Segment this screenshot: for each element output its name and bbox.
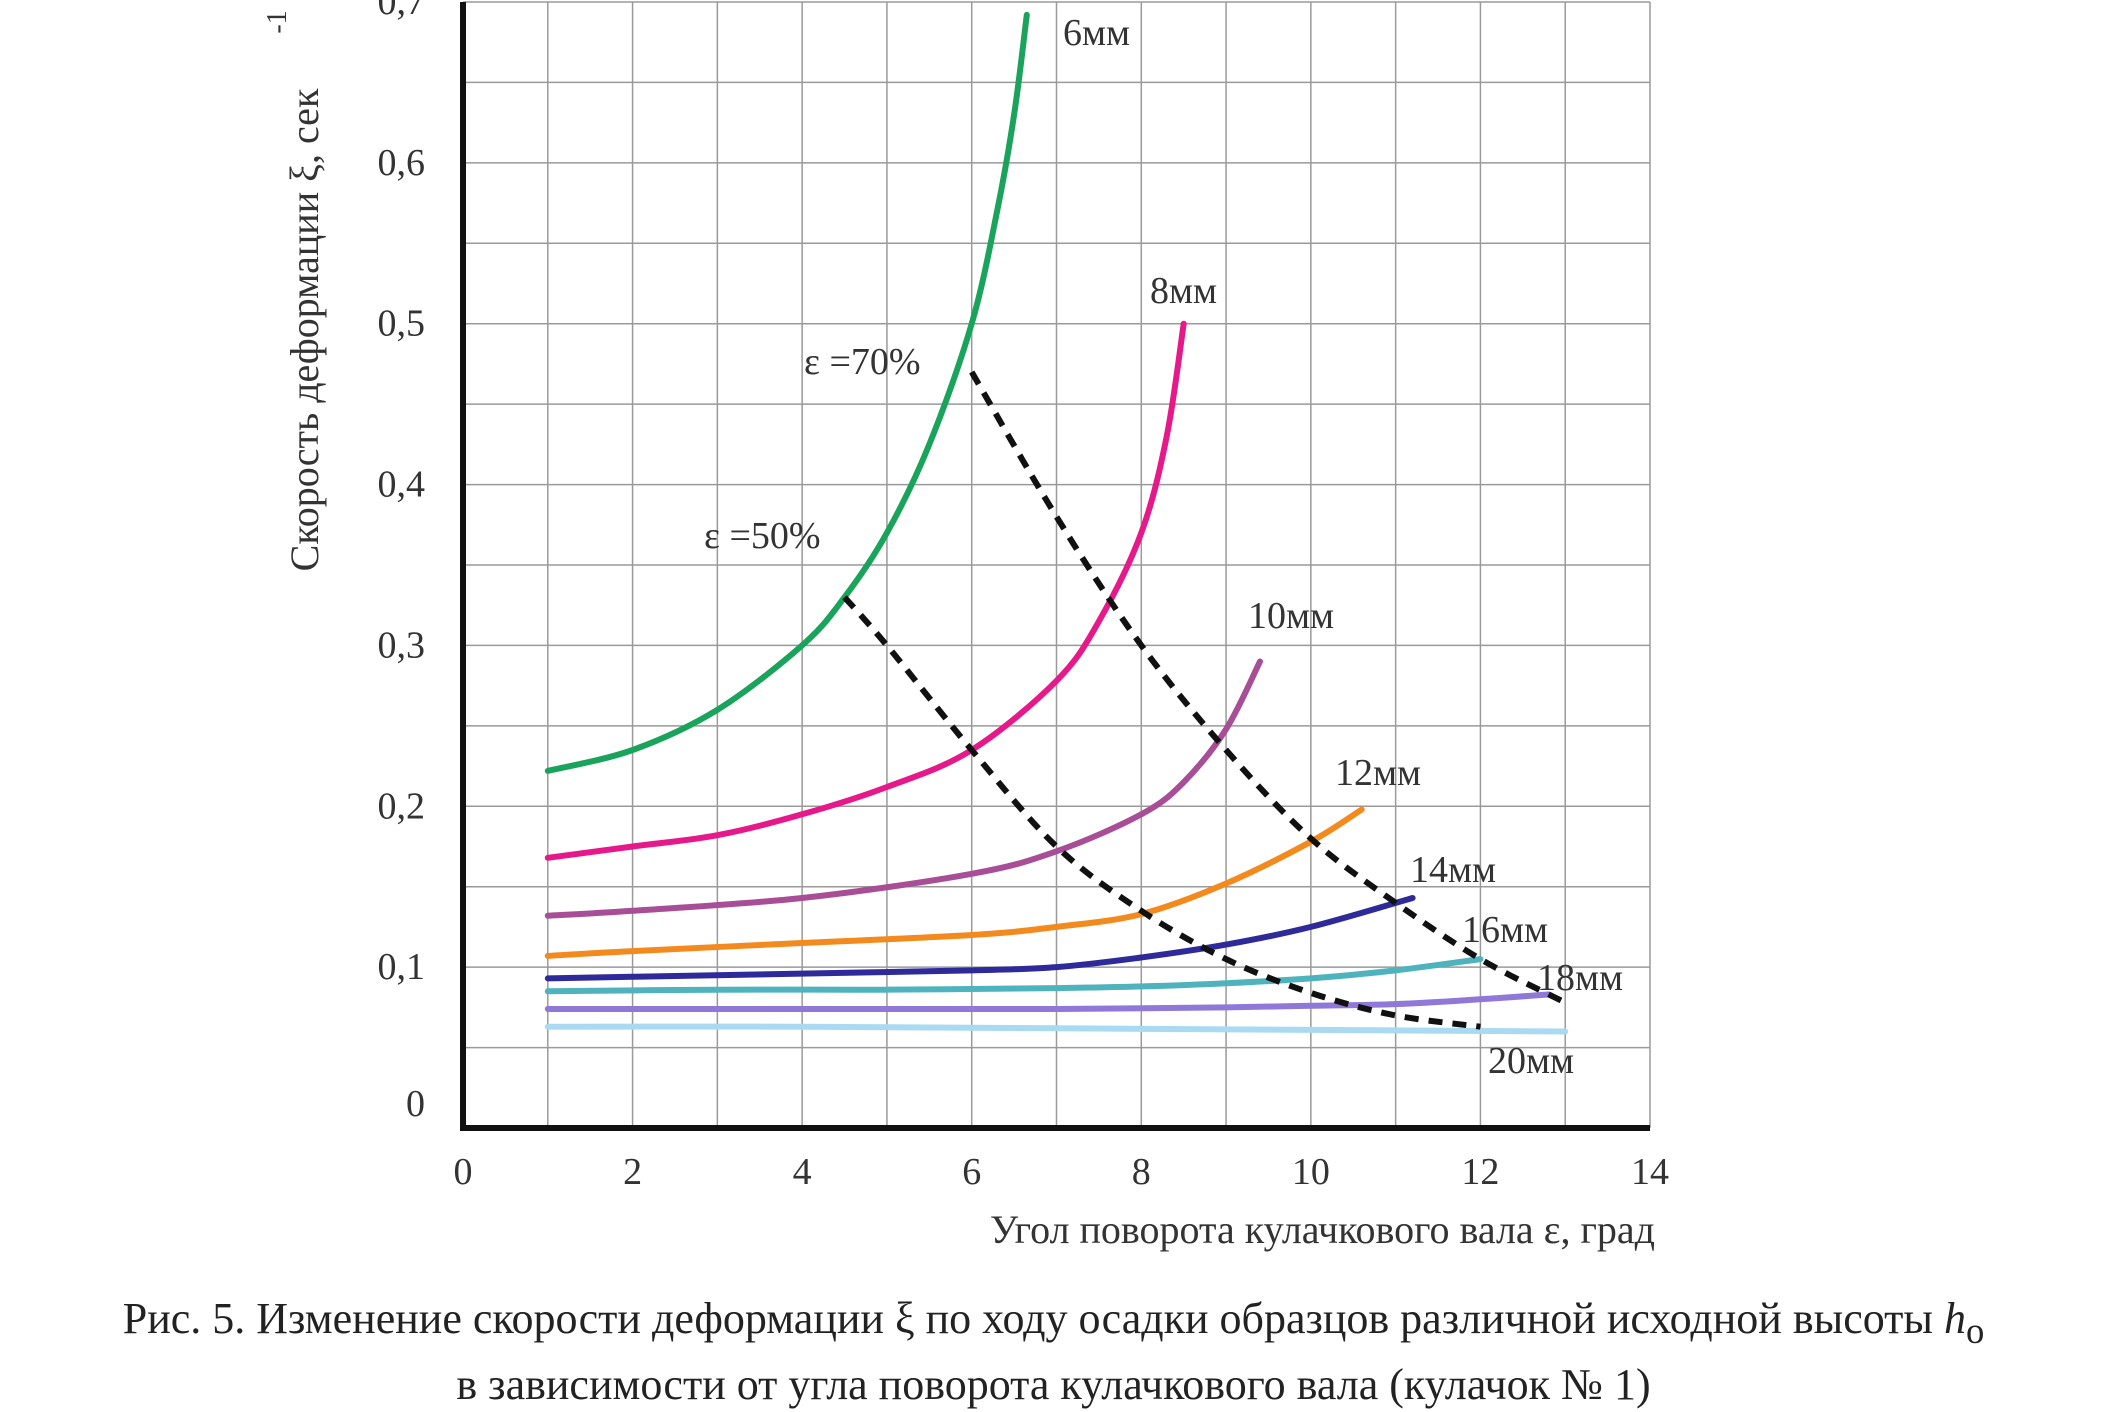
series-line-20mm xyxy=(544,1023,1569,1035)
series-label-16mm: 16мм xyxy=(1462,909,1548,951)
y-tick-label: 0,6 xyxy=(378,142,426,184)
caption-line-2: в зависимости от угла поворота кулачково… xyxy=(456,1359,1651,1409)
iso-label-70: ε =70% xyxy=(804,341,921,383)
deformation-rate-chart: 0 2 4 6 8 10 12 14 0 0,1 0,2 0,3 0,4 0,5 0,6 0,7 6мм 8м… xyxy=(262,0,1670,1252)
y-tick-label: 0,2 xyxy=(378,785,426,827)
figure-caption: Рис. 5. Изменение скорости деформации ξ … xyxy=(0,1292,2107,1412)
y-axis-title-group: Скорость деформации ξ, сек xyxy=(282,88,327,571)
x-tick-label: 12 xyxy=(1461,1151,1499,1193)
caption-variable-subscript: o xyxy=(1965,1309,1985,1351)
caption-line-1: Рис. 5. Изменение скорости деформации ξ … xyxy=(0,1292,2107,1358)
y-tick-label: 0,7 xyxy=(378,0,426,23)
series-lines xyxy=(544,11,1569,1035)
series-label-18mm: 18мм xyxy=(1537,957,1623,999)
series-label-6mm: 6мм xyxy=(1063,12,1130,54)
series-line-18mm xyxy=(544,991,1552,1013)
iso-label-50: ε =50% xyxy=(704,515,821,557)
series-labels: 6мм 8мм 10мм 12мм 14мм 16мм 18мм 20мм xyxy=(1063,12,1623,1082)
series-label-12mm: 12мм xyxy=(1335,752,1421,794)
x-axis-title: Угол поворота кулачкового вала ε, град xyxy=(990,1207,1655,1252)
y-axis-title-superscript: -1 xyxy=(262,10,293,33)
y-axis-title: Скорость деформации ξ, сек xyxy=(282,88,327,571)
iso-line-70 xyxy=(969,370,1567,1006)
x-tick-label: 4 xyxy=(793,1151,812,1193)
series-label-20mm: 20мм xyxy=(1488,1040,1574,1082)
series-line-12mm xyxy=(544,806,1365,959)
y-tick-label: 0 xyxy=(406,1083,425,1125)
series-line-16mm xyxy=(544,956,1484,995)
y-tick-label: 0,4 xyxy=(378,464,426,506)
caption-variable: h xyxy=(1943,1294,1966,1343)
x-tick-label: 2 xyxy=(623,1151,642,1193)
x-tick-label: 14 xyxy=(1631,1151,1669,1193)
y-tick-label: 0,3 xyxy=(378,624,426,666)
x-tick-labels: 0 2 4 6 8 10 12 14 xyxy=(454,1151,1670,1193)
y-tick-label: 0,5 xyxy=(378,303,426,345)
series-line-14mm xyxy=(544,895,1416,982)
y-tick-label: 0,1 xyxy=(378,946,426,988)
series-line-6mm xyxy=(544,11,1030,774)
grid xyxy=(463,1,1651,1128)
axes xyxy=(460,2,1650,1131)
series-line-10mm xyxy=(544,658,1263,919)
x-tick-label: 10 xyxy=(1292,1151,1330,1193)
series-label-14mm: 14мм xyxy=(1410,849,1496,891)
y-tick-labels: 0 0,1 0,2 0,3 0,4 0,5 0,6 0,7 xyxy=(378,0,426,1125)
x-tick-label: 6 xyxy=(962,1151,981,1193)
x-tick-label: 0 xyxy=(454,1151,473,1193)
series-label-10mm: 10мм xyxy=(1248,595,1334,637)
iso-strain-lines xyxy=(842,370,1567,1030)
caption-line-1-text: Рис. 5. Изменение скорости деформации ξ … xyxy=(122,1294,1933,1343)
series-label-8mm: 8мм xyxy=(1150,270,1217,312)
x-tick-label: 8 xyxy=(1132,1151,1151,1193)
iso-line-50 xyxy=(842,595,1481,1030)
